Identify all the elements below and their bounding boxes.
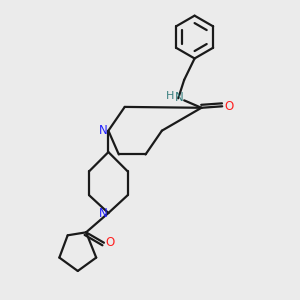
Text: H: H <box>166 91 174 101</box>
Text: N: N <box>175 91 184 103</box>
Text: N: N <box>99 124 107 137</box>
Text: N: N <box>99 206 107 220</box>
Text: O: O <box>224 100 233 113</box>
Text: O: O <box>106 236 115 249</box>
